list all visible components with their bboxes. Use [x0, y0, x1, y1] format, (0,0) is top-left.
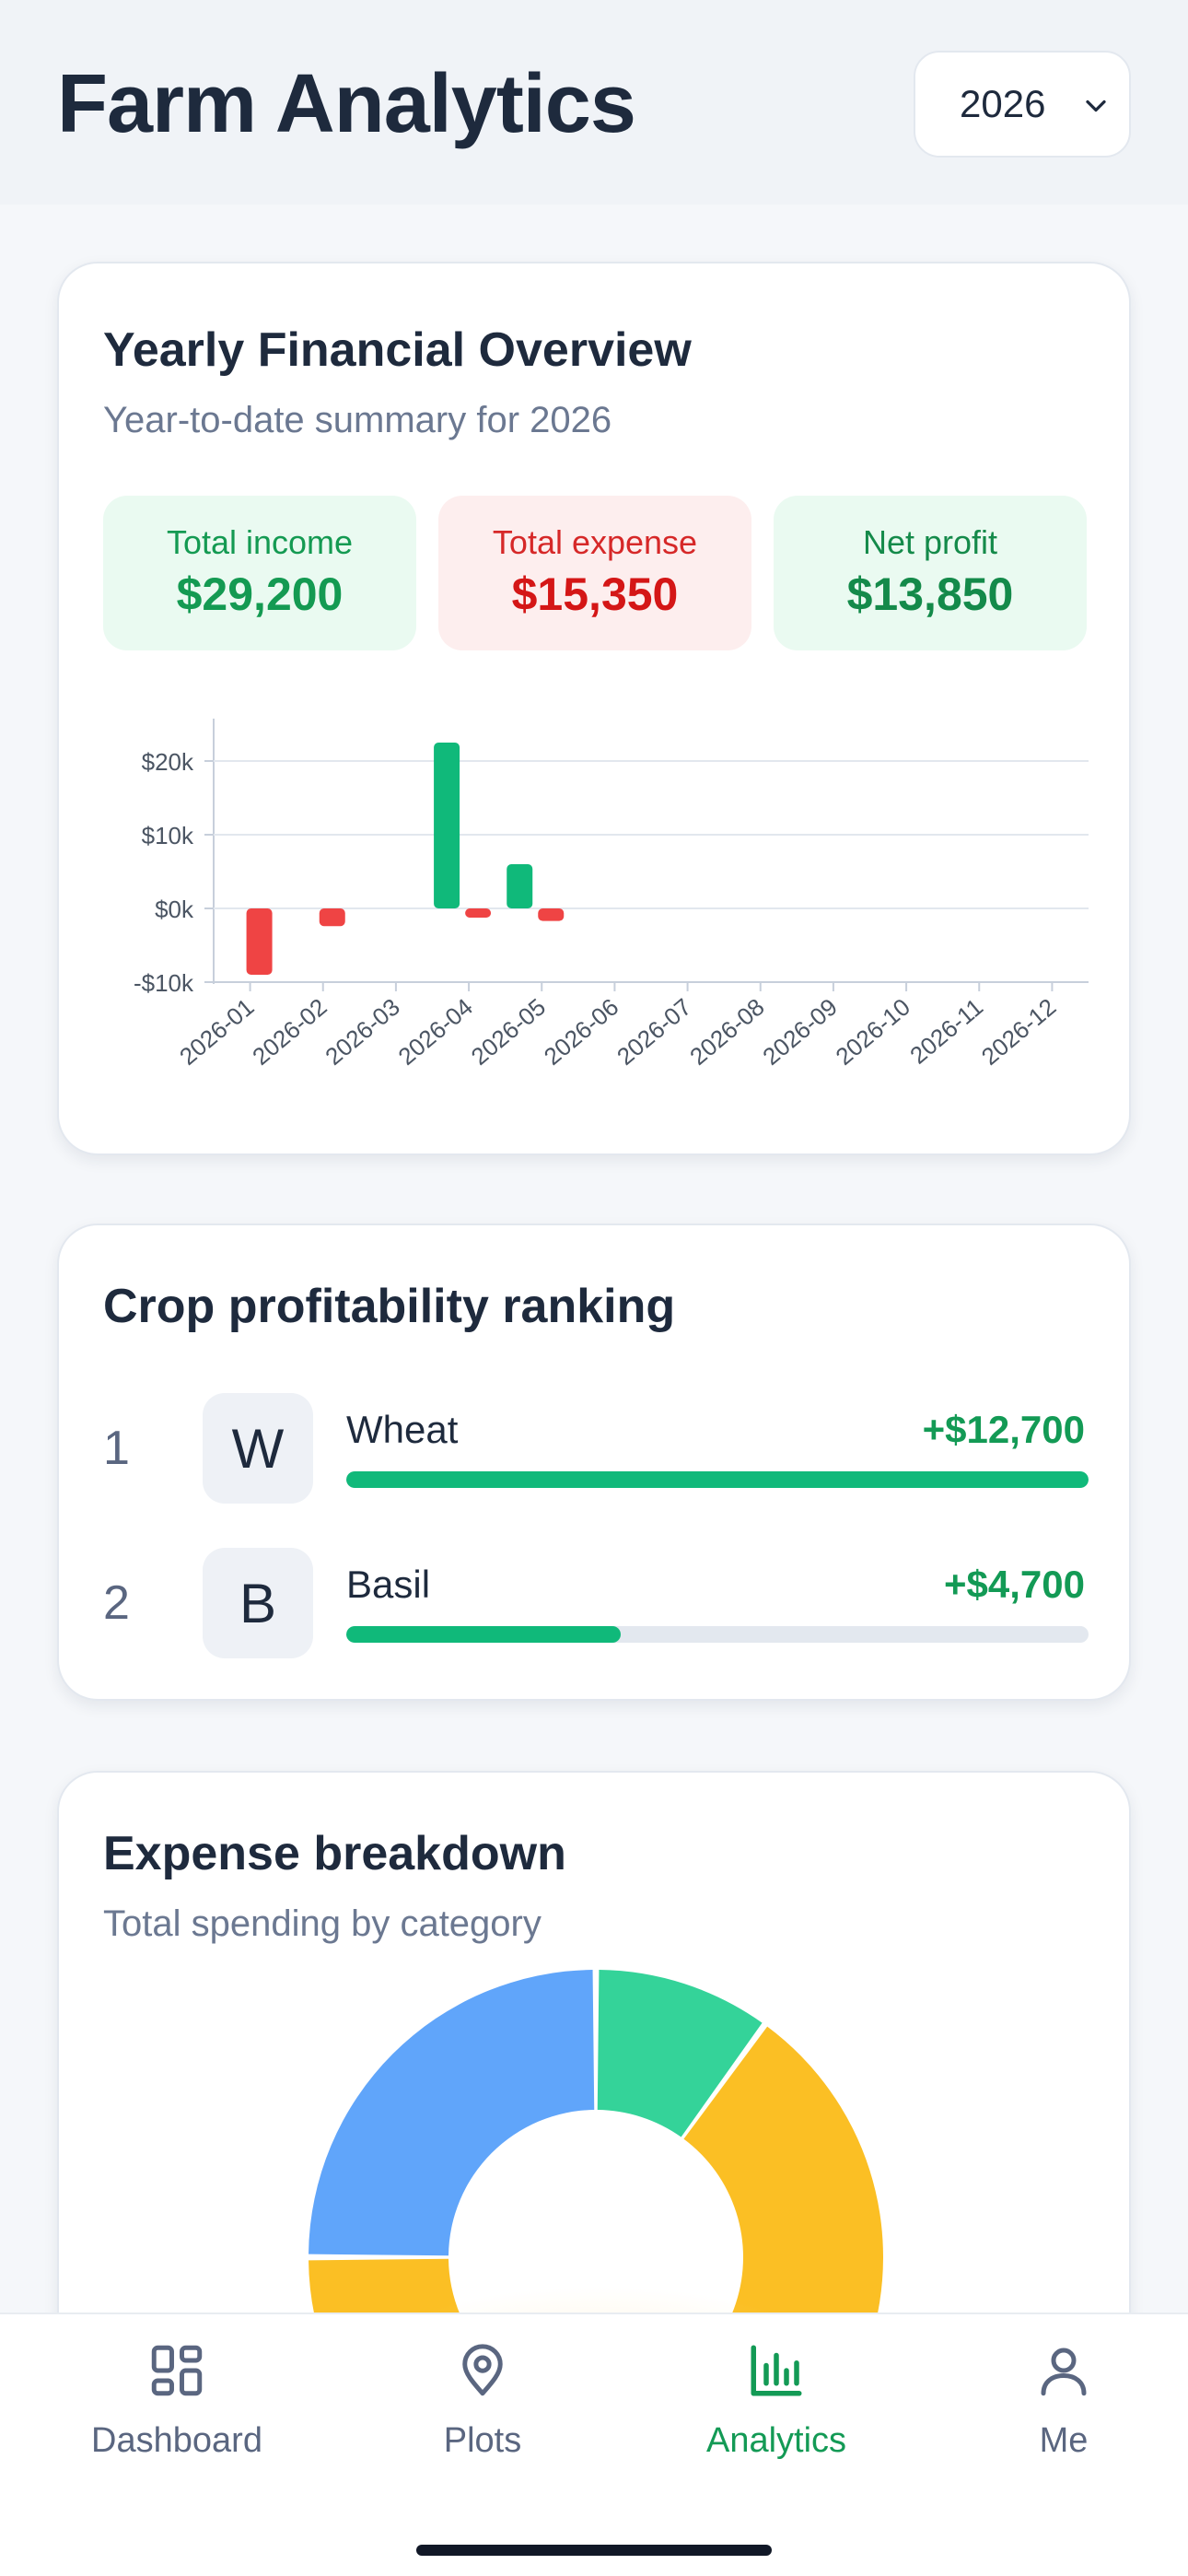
profit-bar-fill [346, 1471, 1089, 1488]
expense-bar [246, 908, 273, 975]
expense-bar [319, 908, 345, 927]
profit-bar-track [346, 1626, 1089, 1643]
expense-bar [538, 908, 565, 921]
total-expense-value: $15,350 [511, 568, 679, 620]
monthly-balance-chart: -$10k$0k$10k$20k2026-012026-022026-03202… [134, 719, 1089, 1071]
x-tick-label: 2026-03 [320, 993, 404, 1071]
crop-avatar: W [203, 1393, 313, 1504]
rank-number: 1 [103, 1422, 130, 1475]
x-tick-label: 2026-02 [247, 993, 332, 1071]
header: Farm Analytics 2026 [0, 0, 1188, 205]
y-tick-label: -$10k [134, 969, 194, 997]
x-tick-label: 2026-09 [757, 993, 842, 1071]
user-icon [1041, 2348, 1087, 2396]
x-tick-label: 2026-05 [466, 993, 551, 1071]
total-income-value: $29,200 [176, 568, 344, 620]
x-tick-label: 2026-01 [174, 993, 259, 1071]
income-bar [434, 743, 460, 908]
y-tick-label: $10k [142, 822, 194, 849]
nav-dashboard-label: Dashboard [91, 2421, 262, 2460]
nav-plots[interactable]: Plots [363, 2340, 602, 2478]
y-tick-label: $0k [155, 896, 194, 923]
donut-slice [597, 1970, 763, 2137]
crop-name: Basil [346, 1563, 431, 1606]
home-indicator [416, 2545, 772, 2556]
net-profit-label: Net profit [862, 523, 998, 561]
x-tick-label: 2026-07 [611, 993, 696, 1071]
total-expense-label: Total expense [492, 523, 698, 561]
x-tick-label: 2026-12 [976, 993, 1061, 1071]
x-tick-label: 2026-10 [831, 993, 915, 1071]
crop-profit: +$4,700 [944, 1563, 1085, 1606]
year-select[interactable]: 2026 [914, 51, 1131, 158]
nav-dashboard[interactable]: Dashboard [57, 2340, 297, 2478]
crop-avatar: B [203, 1548, 313, 1658]
financial-overview-card: Yearly Financial Overview Year-to-date s… [57, 262, 1131, 1155]
total-income-label: Total income [166, 523, 354, 561]
bar-chart-icon [751, 2345, 802, 2396]
x-tick-label: 2026-08 [684, 993, 769, 1071]
nav-me[interactable]: Me [944, 2340, 1183, 2478]
map-pin-icon [462, 2344, 503, 2396]
x-tick-label: 2026-04 [393, 993, 478, 1071]
nav-me-label: Me [1039, 2421, 1089, 2460]
expense-bar [465, 908, 492, 918]
crop-name: Wheat [346, 1408, 459, 1451]
crop-ranking-card: Crop profitability ranking 1 W Wheat +$1… [57, 1224, 1131, 1701]
net-profit-stat: Net profit $13,850 [774, 496, 1087, 650]
nav-plots-label: Plots [443, 2421, 522, 2460]
page-title: Farm Analytics [57, 58, 636, 150]
profit-bar-track [346, 1471, 1089, 1488]
expense-breakdown-subtitle: Total spending by category [103, 1903, 542, 1944]
x-tick-label: 2026-11 [904, 993, 988, 1070]
nav-analytics-label: Analytics [705, 2421, 847, 2460]
total-income-stat: Total income $29,200 [103, 496, 416, 650]
expense-breakdown-title: Expense breakdown [103, 1827, 566, 1880]
income-bar [507, 864, 533, 908]
x-tick-label: 2026-06 [539, 993, 623, 1071]
donut-slice [309, 1970, 595, 2256]
nav-analytics[interactable]: Analytics [657, 2340, 896, 2478]
year-select-value: 2026 [960, 82, 1046, 125]
chevron-down-icon [1086, 100, 1106, 112]
total-expense-stat: Total expense $15,350 [438, 496, 751, 650]
profit-bar-fill [346, 1626, 622, 1643]
rank-number: 2 [103, 1576, 130, 1630]
net-profit-value: $13,850 [846, 568, 1014, 620]
y-tick-label: $20k [142, 748, 194, 776]
crop-ranking-title: Crop profitability ranking [103, 1280, 676, 1333]
financial-overview-subtitle: Year-to-date summary for 2026 [103, 400, 612, 440]
financial-overview-title: Yearly Financial Overview [103, 323, 692, 377]
crop-profit: +$12,700 [922, 1408, 1085, 1451]
dashboard-icon [151, 2345, 203, 2396]
